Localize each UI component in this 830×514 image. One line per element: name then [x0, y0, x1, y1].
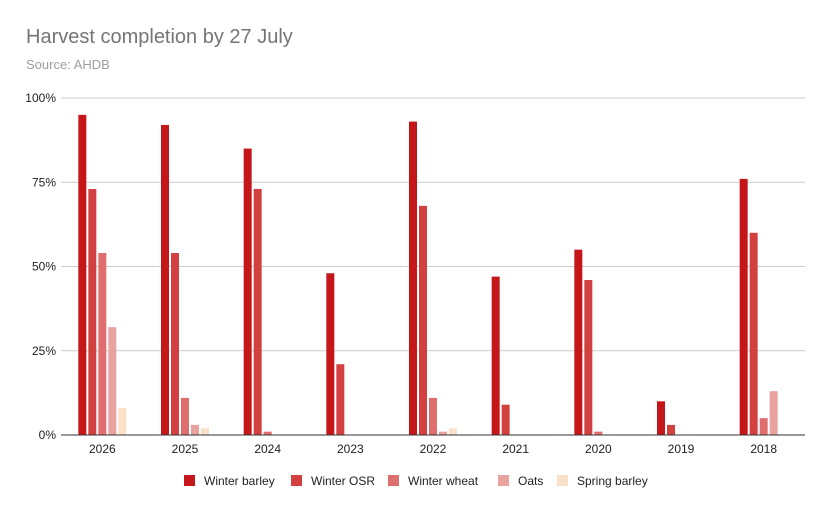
- bar: [191, 424, 199, 435]
- chart-title: Harvest completion by 27 July: [26, 26, 293, 48]
- legend-item-label: Winter wheat: [408, 474, 479, 488]
- bar: [181, 397, 189, 435]
- chart-subtitle: Source: AHDB: [26, 57, 110, 72]
- bar: [449, 428, 457, 435]
- bar: [88, 188, 97, 435]
- bar: [409, 121, 417, 435]
- y-tick-label: 100%: [25, 91, 56, 105]
- bar: [759, 418, 768, 435]
- bar: [263, 431, 272, 435]
- bar: [501, 404, 510, 435]
- legend-swatch: [498, 475, 509, 486]
- bar: [594, 431, 603, 435]
- x-tick-label: 2024: [254, 442, 281, 456]
- y-tick-label: 25%: [32, 344, 56, 358]
- bar: [584, 279, 593, 435]
- bar: [574, 249, 583, 435]
- legend-swatch: [388, 475, 399, 486]
- legend-swatch: [557, 475, 568, 486]
- bar: [78, 114, 87, 435]
- bar: [98, 253, 107, 435]
- bar: [243, 148, 252, 436]
- bar: [657, 401, 665, 435]
- x-tick-label: 2021: [502, 442, 529, 456]
- bar: [419, 205, 427, 435]
- bar: [429, 397, 437, 435]
- bar: [769, 391, 778, 435]
- bar: [253, 188, 262, 435]
- bar: [171, 253, 179, 435]
- y-tick-label: 50%: [32, 260, 56, 274]
- legend-item-label: Winter barley: [204, 474, 275, 488]
- bar: [336, 364, 345, 435]
- bar: [667, 424, 675, 435]
- x-tick-label: 2023: [337, 442, 364, 456]
- legend-item-label: Winter OSR: [311, 474, 375, 488]
- bar: [108, 327, 117, 435]
- bar: [161, 124, 169, 436]
- bar: [118, 408, 127, 435]
- legend-item-label: Spring barley: [577, 474, 648, 488]
- legend-swatch: [184, 475, 195, 486]
- y-tick-label: 0%: [39, 428, 57, 442]
- x-tick-label: 2026: [89, 442, 116, 456]
- x-tick-label: 2020: [585, 442, 612, 456]
- x-tick-label: 2025: [172, 442, 199, 456]
- x-tick-label: 2022: [420, 442, 447, 456]
- bar: [439, 431, 447, 435]
- legend-swatch: [291, 475, 302, 486]
- bar: [326, 273, 335, 435]
- bar: [749, 232, 758, 435]
- bar: [739, 178, 748, 435]
- legend-item-label: Oats: [518, 474, 543, 488]
- bar: [201, 428, 209, 435]
- x-tick-label: 2019: [668, 442, 695, 456]
- y-tick-label: 75%: [32, 175, 56, 189]
- bar: [491, 276, 500, 435]
- x-tick-label: 2018: [750, 442, 777, 456]
